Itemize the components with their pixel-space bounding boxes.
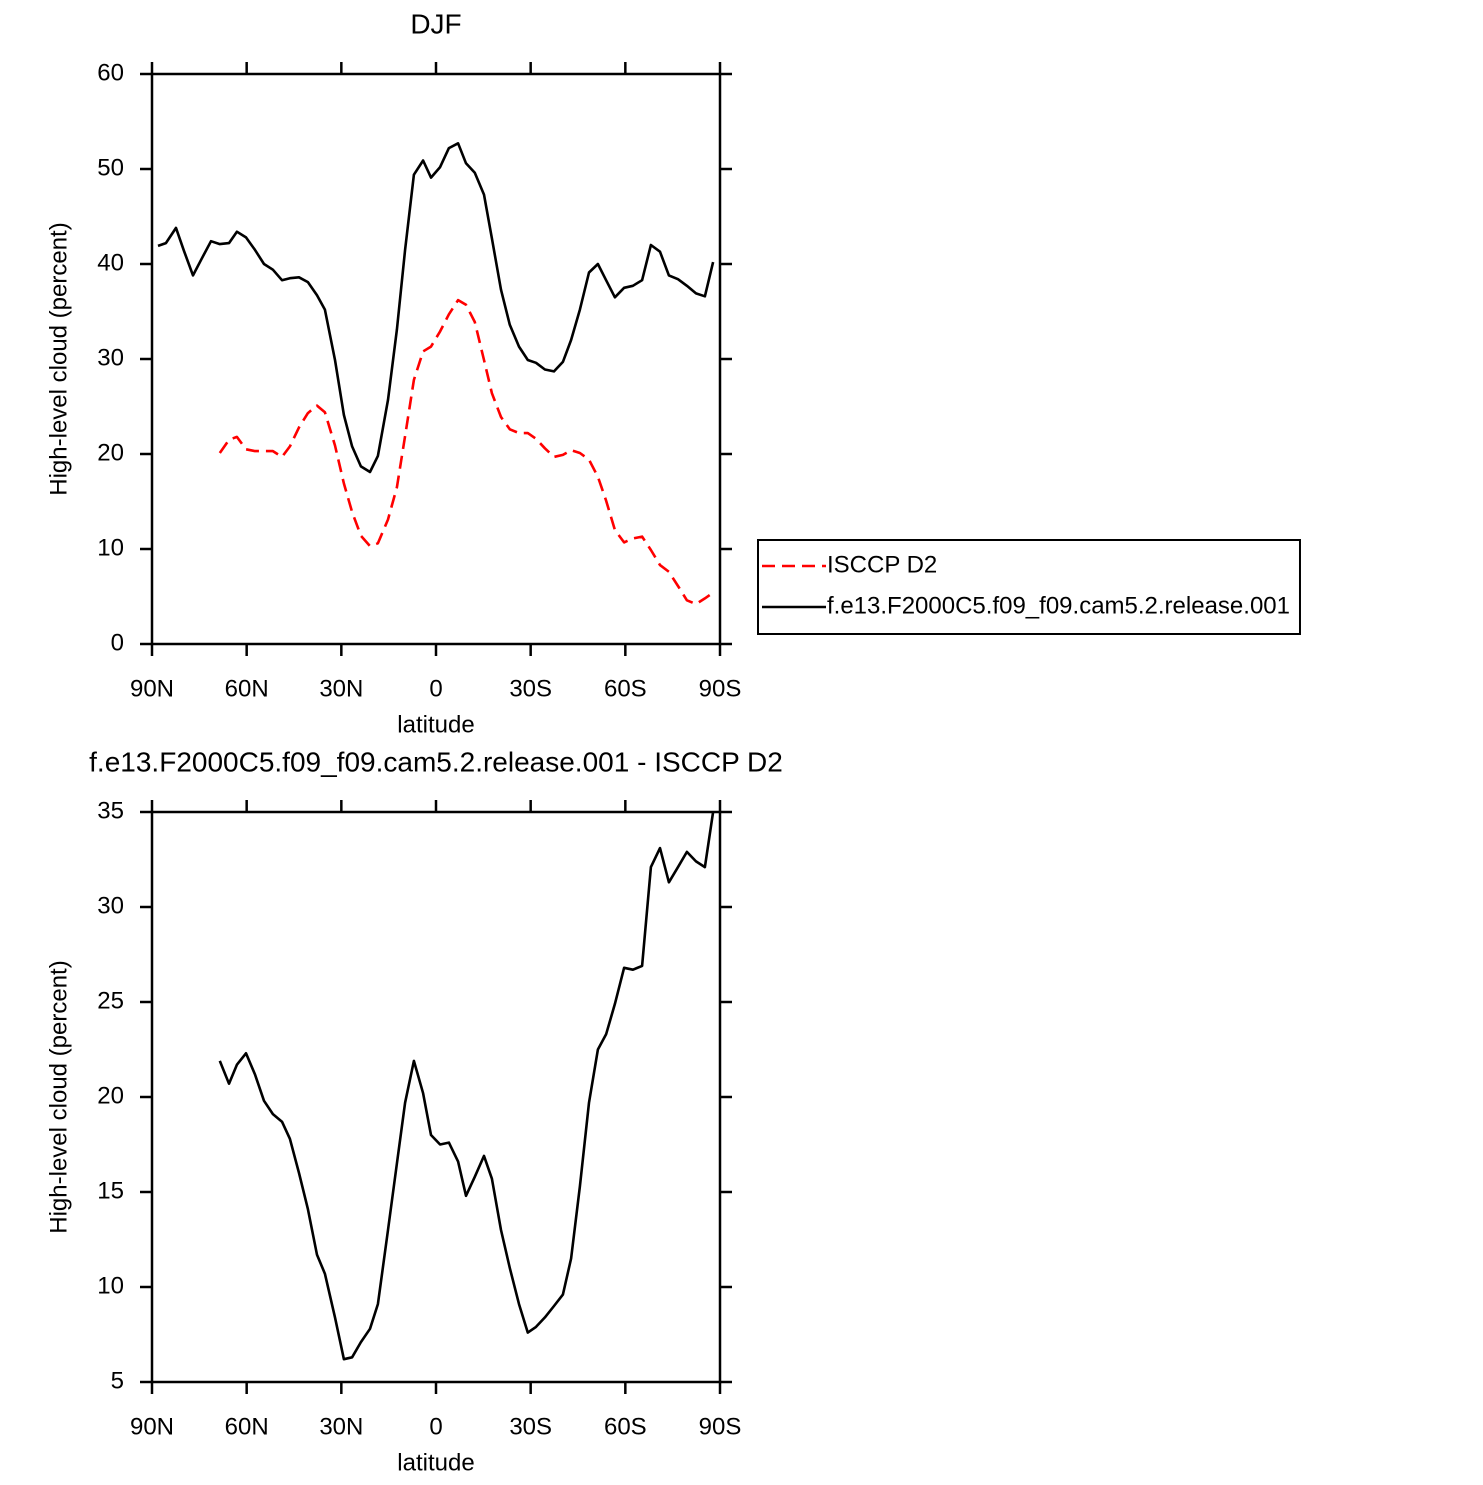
- chart-title: DJF: [410, 8, 461, 39]
- legend-box: [757, 539, 1301, 635]
- x-tick-label: 90N: [130, 1413, 174, 1440]
- legend-label: ISCCP D2: [827, 551, 937, 578]
- plot-frame: [150, 810, 722, 1384]
- x-tick-label: 90S: [699, 675, 742, 702]
- x-tick-label: 0: [429, 1413, 442, 1440]
- y-tick-label: 40: [97, 249, 124, 276]
- x-tick-label: 30S: [509, 1413, 552, 1440]
- y-tick-label: 10: [97, 534, 124, 561]
- plot-frame: [150, 72, 722, 646]
- y-tick-label: 0: [111, 629, 124, 656]
- data-line: [157, 142, 715, 474]
- y-tick-label: 15: [97, 1177, 124, 1204]
- x-tick-label: 90N: [130, 675, 174, 702]
- y-tick-label: 50: [97, 154, 124, 181]
- y-tick-label: 20: [97, 1082, 124, 1109]
- x-tick-label: 30N: [319, 675, 363, 702]
- data-line: [218, 811, 715, 1361]
- x-tick-label: 30S: [509, 675, 552, 702]
- x-tick-label: 60N: [225, 1413, 269, 1440]
- legend-label: f.e13.F2000C5.f09_f09.cam5.2.release.001: [827, 592, 1290, 619]
- y-tick-label: 10: [97, 1272, 124, 1299]
- x-tick-label: 30N: [319, 1413, 363, 1440]
- x-tick-label: 90S: [699, 1413, 742, 1440]
- x-tick-label: 60S: [604, 1413, 647, 1440]
- chart-title: f.e13.F2000C5.f09_f09.cam5.2.release.001…: [89, 746, 783, 777]
- y-axis-label: High-level cloud (percent): [45, 960, 72, 1233]
- x-tick-label: 0: [429, 675, 442, 702]
- y-tick-label: 30: [97, 344, 124, 371]
- x-tick-label: 60S: [604, 675, 647, 702]
- y-tick-label: 5: [111, 1367, 124, 1394]
- y-tick-label: 35: [97, 797, 124, 824]
- y-axis-label: High-level cloud (percent): [45, 222, 72, 495]
- y-tick-label: 20: [97, 439, 124, 466]
- data-line: [218, 298, 714, 606]
- legend: ISCCP D2 f.e13.F2000C5.f09_f09.cam5.2.rel…: [757, 539, 1301, 635]
- y-tick-label: 25: [97, 987, 124, 1014]
- x-axis-label: latitude: [397, 711, 474, 738]
- x-axis-label: latitude: [397, 1449, 474, 1476]
- x-tick-label: 60N: [225, 675, 269, 702]
- y-tick-label: 60: [97, 59, 124, 86]
- y-tick-label: 30: [97, 892, 124, 919]
